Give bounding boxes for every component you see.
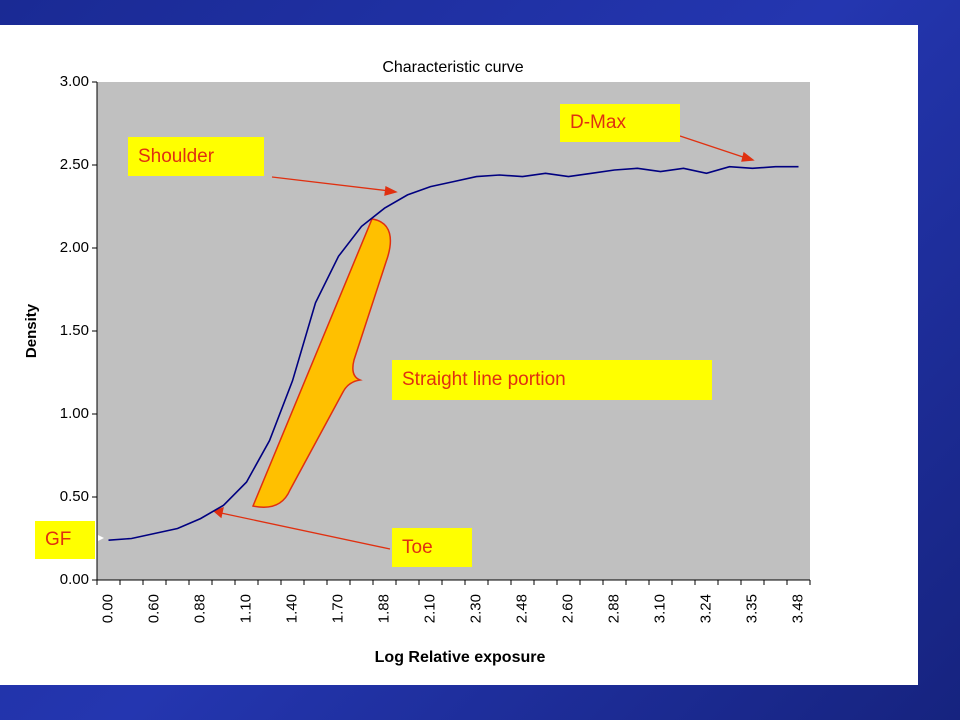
x-tick-label: 1.88 <box>375 594 392 623</box>
brace <box>251 218 392 508</box>
y-tick-label: 0.00 <box>60 571 89 588</box>
x-tick-label: 1.10 <box>237 594 254 623</box>
gf-pointer <box>98 535 104 541</box>
x-axis-label: Log Relative exposure <box>375 649 546 666</box>
x-tick-label: 3.24 <box>697 594 714 623</box>
chart-title: Characteristic curve <box>382 59 523 76</box>
y-tick-label: 3.00 <box>60 73 89 90</box>
annotation: GF <box>35 521 95 559</box>
x-tick-label: 2.48 <box>513 594 530 623</box>
data-line <box>108 165 799 541</box>
y-tick-label: 2.00 <box>60 239 89 256</box>
x-tick-label: 3.48 <box>789 594 806 623</box>
x-tick-label: 0.60 <box>145 594 162 623</box>
x-tick-label: 1.70 <box>329 594 346 623</box>
arrowhead <box>384 186 398 196</box>
annotation: Straight line portion <box>392 360 712 400</box>
x-tick-label: 2.60 <box>559 594 576 623</box>
annotation: Shoulder <box>128 137 264 176</box>
x-tick-label: 3.10 <box>651 594 668 623</box>
x-tick-label: 1.40 <box>283 594 300 623</box>
arrow <box>271 176 391 192</box>
y-tick-label: 2.50 <box>60 156 89 173</box>
arrows <box>212 135 755 550</box>
x-tick-label: 2.30 <box>467 594 484 623</box>
annotation: D-Max <box>560 104 680 142</box>
arrow <box>220 512 391 550</box>
annotation: Toe <box>392 528 472 567</box>
y-axis-label: Density <box>23 303 40 358</box>
x-tick-label: 2.10 <box>421 594 438 623</box>
x-tick-label: 0.00 <box>99 594 116 623</box>
x-tick-label: 3.35 <box>743 594 760 623</box>
x-tick-label: 0.88 <box>191 594 208 623</box>
arrow <box>679 135 747 159</box>
x-tick-label: 2.88 <box>605 594 622 623</box>
arrowhead <box>741 151 755 162</box>
y-tick-label: 1.00 <box>60 405 89 422</box>
y-tick-label: 1.50 <box>60 322 89 339</box>
y-tick-label: 0.50 <box>60 488 89 505</box>
